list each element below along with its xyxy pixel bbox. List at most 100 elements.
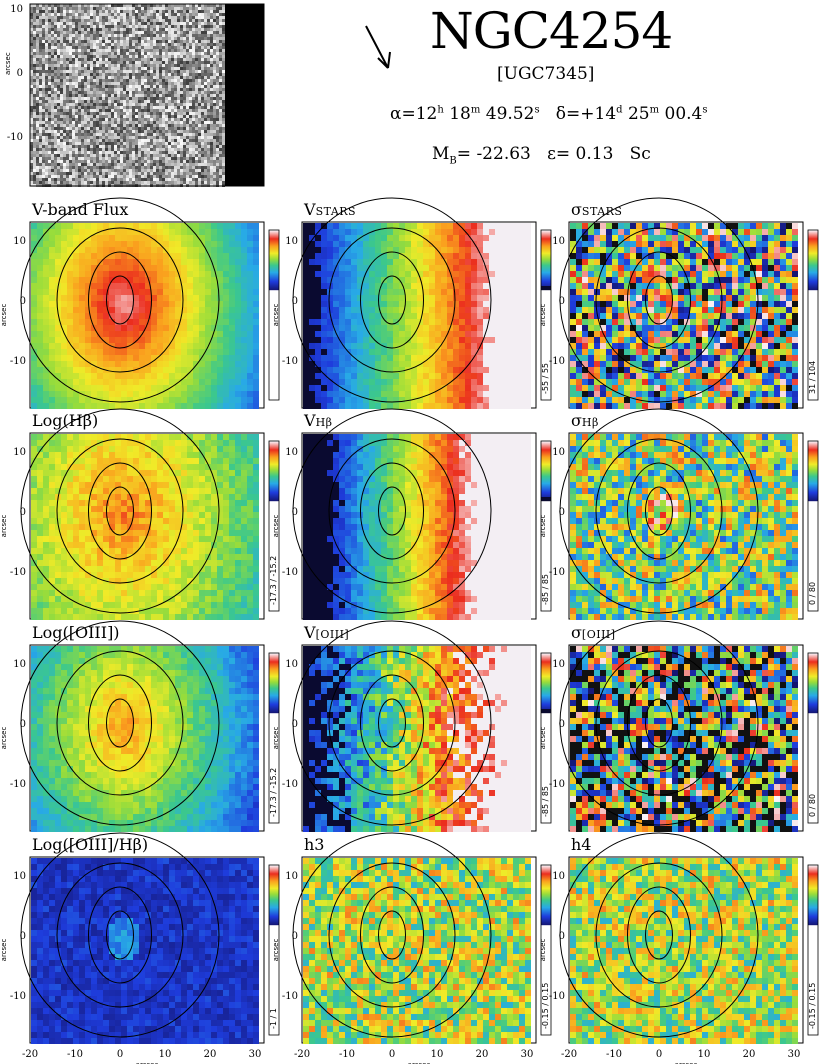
panel-2-0: -17.3 / -15.2 10 0 -10 arcsec	[0, 620, 280, 832]
panel-title-sub: Hβ	[315, 416, 333, 429]
isophote-contours	[20, 408, 220, 614]
ytick-label: -10	[10, 567, 26, 578]
ytick-label: 10	[13, 447, 26, 458]
xtick-label: -20	[22, 1049, 38, 1060]
colorbar-range: 0 / 80	[808, 582, 817, 605]
yaxis-label: arcsec	[0, 727, 8, 750]
dec-minutes: 25	[627, 104, 650, 124]
panel-title: Log(Hβ)	[32, 411, 98, 430]
ytick-label: -10	[282, 779, 298, 790]
yaxis-label: arcsec	[539, 939, 547, 962]
yaxis-label: arcsec	[272, 939, 280, 962]
panel-title-text: h3	[304, 835, 325, 854]
ytick-label: 10	[13, 659, 26, 670]
panel-3-2: -0.15 / 0.15 10 0 -10 -20 -10 0 10 20 30 arcsec arc…	[539, 832, 819, 1064]
colorbar: 0 / 80	[807, 440, 819, 612]
colorbar-range: -17.3 / -15.2	[269, 768, 278, 817]
panel-title-text: σ	[571, 411, 582, 430]
ytick-label: -10	[10, 356, 26, 367]
panel-title-sub: STARS	[315, 205, 357, 218]
panel-title: Log([OIII]/Hβ)	[32, 835, 148, 854]
yaxis-label: arcsec	[539, 515, 547, 538]
ytick-label: 0	[20, 296, 26, 307]
xaxis-label: arcsec	[136, 1061, 159, 1064]
map-cells	[31, 858, 259, 1044]
thumb-ytick--10: -10	[7, 132, 23, 143]
panel-title-text: Log([OIII]/Hβ)	[32, 835, 149, 854]
map-cells	[570, 434, 798, 620]
colorbar: -85 / 85	[540, 440, 552, 612]
ytick-label: 10	[13, 871, 26, 882]
xtick-label: 0	[656, 1049, 662, 1060]
panel-title: VHβ	[304, 411, 333, 430]
panel-title-text: σ	[571, 200, 582, 219]
xtick-label: 30	[788, 1049, 801, 1060]
ellipticity: 0.13	[575, 144, 614, 164]
yaxis-label: arcsec	[0, 515, 8, 538]
colorbar	[268, 229, 280, 401]
xtick-label: 20	[743, 1049, 756, 1060]
dec-degrees: +14	[580, 104, 617, 124]
north-arrow-icon	[365, 25, 391, 69]
ytick-label: 10	[285, 659, 298, 670]
colorbar: -1 / 1	[268, 864, 280, 1036]
ytick-label: 0	[292, 296, 298, 307]
ytick-label: -10	[10, 991, 26, 1002]
ytick-label: 0	[20, 719, 26, 730]
map-cells	[31, 434, 259, 620]
ytick-label: 0	[20, 507, 26, 518]
panel-title-sub: Hβ	[581, 416, 599, 429]
isophote-contours	[292, 620, 492, 826]
colorbar: -55 / 55	[540, 229, 552, 401]
ytick-label: 0	[292, 507, 298, 518]
xtick-label: -20	[294, 1049, 310, 1060]
xtick-label: 10	[159, 1049, 172, 1060]
xaxis-label: arcsec	[408, 1061, 431, 1064]
yaxis-label: arcsec	[0, 939, 8, 962]
ra-seconds: 49.52	[485, 104, 535, 124]
panel-1-2: 0 / 80 10 0 -10 arcsec	[539, 408, 819, 620]
colorbar: 0 / 80	[807, 652, 819, 824]
galaxy-properties: MB= -22.63 ε= 0.13 Sc	[432, 144, 651, 167]
colorbar-range: -55 / 55	[541, 363, 550, 394]
xtick-label: -20	[561, 1049, 577, 1060]
xtick-label: 30	[249, 1049, 262, 1060]
ytick-label: -10	[549, 356, 565, 367]
map-cells	[303, 858, 531, 1044]
panel-title-sub: STARS	[581, 205, 623, 218]
ra-minutes: 18	[449, 104, 471, 124]
galaxy-alt-name: [UGC7345]	[497, 64, 595, 84]
colorbar: -17.3 / -15.2	[268, 440, 280, 612]
xtick-label: -10	[339, 1049, 355, 1060]
ytick-label: -10	[282, 356, 298, 367]
thumb-ylabel: arcsec	[4, 52, 12, 75]
xtick-label: 20	[476, 1049, 489, 1060]
ytick-label: 0	[559, 719, 565, 730]
isophote-contours	[292, 197, 492, 403]
yaxis-label: arcsec	[539, 304, 547, 327]
morph-type: Sc	[629, 144, 651, 164]
yaxis-label: arcsec	[272, 727, 280, 750]
coordinates: α=12h 18m 49.52s δ=+14d 25m 00.4s	[390, 104, 708, 124]
xaxis-label: arcsec	[675, 1061, 698, 1064]
galaxy-name: NGC4254	[430, 2, 673, 60]
colorbar-range: -17.3 / -15.2	[269, 556, 278, 605]
panel-title-text: Log(Hβ)	[32, 411, 99, 430]
xtick-label: 20	[204, 1049, 217, 1060]
colorbar: -85 / 85	[540, 652, 552, 824]
ytick-label: 10	[552, 659, 565, 670]
xtick-label: 10	[431, 1049, 444, 1060]
colorbar-range: -0.15 / 0.15	[541, 983, 550, 1029]
yaxis-label: arcsec	[272, 515, 280, 538]
ytick-label: 10	[285, 447, 298, 458]
panel-title-text: V	[304, 411, 316, 430]
yaxis-label: arcsec	[539, 727, 547, 750]
ytick-label: -10	[549, 779, 565, 790]
panel-title-text: V	[304, 623, 316, 642]
panel-3-1: -0.15 / 0.15 10 0 -10 -20 -10 0 10 20 30 arcsec arc…	[272, 832, 552, 1064]
panel-title: h3	[304, 835, 324, 854]
ytick-label: 10	[13, 236, 26, 247]
ytick-label: -10	[282, 567, 298, 578]
map-cells	[303, 223, 531, 409]
